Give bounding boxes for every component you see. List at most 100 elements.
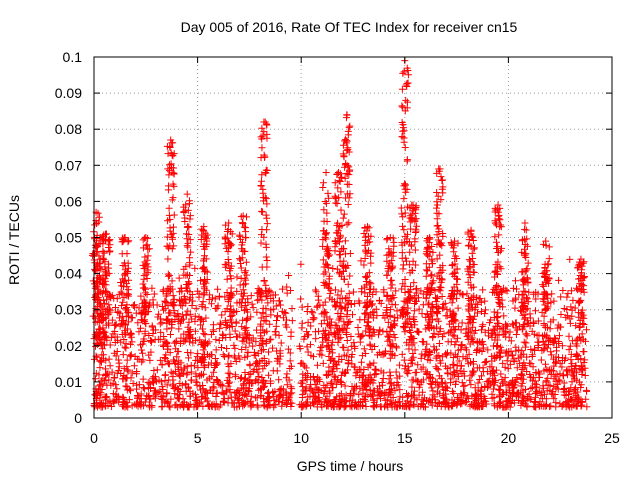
x-tick-label: 25 (604, 430, 620, 446)
data-point (167, 149, 175, 157)
data-point (141, 327, 149, 335)
data-point (110, 399, 118, 407)
data-point (319, 242, 327, 250)
data-point (328, 355, 336, 363)
data-point (182, 206, 190, 214)
data-point (299, 370, 307, 378)
data-point (464, 302, 472, 310)
data-point (360, 345, 368, 353)
data-point (557, 293, 565, 301)
data-point (337, 377, 345, 385)
data-point (385, 245, 393, 253)
data-point (483, 378, 491, 386)
data-point (123, 383, 131, 391)
data-point (271, 401, 279, 409)
data-point (479, 286, 487, 294)
data-point (547, 348, 555, 356)
data-point (377, 403, 385, 411)
data-point (583, 403, 591, 411)
data-point (463, 346, 471, 354)
data-point (373, 312, 381, 320)
data-point (263, 220, 271, 228)
data-point (540, 282, 548, 290)
data-point (94, 209, 102, 217)
data-point (221, 260, 229, 268)
data-point (372, 401, 380, 409)
data-point (223, 344, 231, 352)
data-point (299, 383, 307, 391)
data-point (264, 389, 272, 397)
data-point (503, 357, 511, 365)
data-point (413, 222, 421, 230)
data-point (438, 185, 446, 193)
data-point (102, 393, 110, 401)
data-point (173, 353, 181, 361)
data-point (495, 215, 503, 223)
data-point (440, 330, 448, 338)
data-point (540, 390, 548, 398)
data-point (113, 333, 121, 341)
data-point (388, 276, 396, 284)
data-point (325, 194, 333, 202)
data-point (512, 330, 520, 338)
data-point (200, 285, 208, 293)
data-point (515, 346, 523, 354)
data-point (230, 399, 238, 407)
data-point (254, 403, 262, 411)
data-point (481, 359, 489, 367)
data-point (383, 306, 391, 314)
data-point (539, 297, 547, 305)
data-point (191, 264, 199, 272)
data-point (283, 283, 291, 291)
data-point (202, 286, 210, 294)
data-point (427, 374, 435, 382)
data-point (159, 341, 167, 349)
data-point (446, 364, 454, 372)
data-point (177, 301, 185, 309)
data-point (467, 281, 475, 289)
data-point (341, 237, 349, 245)
data-point (245, 388, 253, 396)
data-point (572, 362, 580, 370)
data-point (501, 329, 509, 337)
data-point (335, 177, 343, 185)
data-point (520, 305, 528, 313)
data-point (532, 295, 540, 303)
data-point (320, 270, 328, 278)
data-point (436, 165, 444, 173)
data-point (307, 322, 315, 330)
data-point (390, 330, 398, 338)
data-point (388, 401, 396, 409)
data-point (398, 350, 406, 358)
data-point (297, 295, 305, 303)
data-point (124, 403, 132, 411)
data-point (233, 308, 241, 316)
data-point (513, 373, 521, 381)
data-point (474, 379, 482, 387)
data-point (219, 382, 227, 390)
data-point (470, 260, 478, 268)
data-point (252, 394, 260, 402)
data-point (239, 212, 247, 220)
data-point (407, 286, 415, 294)
data-point (399, 213, 407, 221)
data-point (343, 190, 351, 198)
data-point (299, 360, 307, 368)
data-point (236, 375, 244, 383)
data-point (366, 252, 374, 260)
data-point (98, 345, 106, 353)
data-point (346, 249, 354, 257)
data-point (243, 315, 251, 323)
data-point (471, 244, 479, 252)
data-point (186, 254, 194, 262)
data-point (101, 275, 109, 283)
data-point (261, 362, 269, 370)
data-point (102, 365, 110, 373)
data-point (341, 294, 349, 302)
data-point (447, 338, 455, 346)
data-point (182, 387, 190, 395)
data-point (468, 334, 476, 342)
data-point (105, 321, 113, 329)
data-point (513, 285, 521, 293)
data-point (368, 392, 376, 400)
